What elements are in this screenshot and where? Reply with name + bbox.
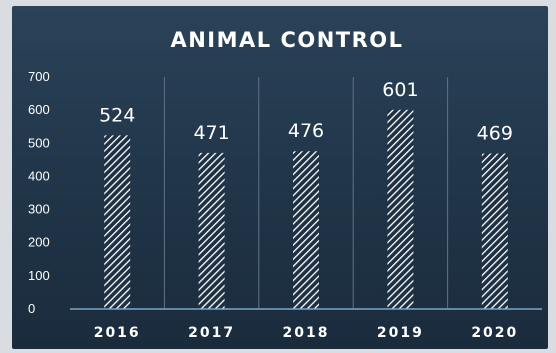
x-tick-label-2019: 2019 (377, 325, 424, 341)
y-tick-label: 0 (28, 301, 35, 316)
data-label-2020: 469 (477, 123, 513, 145)
y-tick-label: 700 (28, 69, 50, 84)
y-tick-label: 500 (28, 135, 50, 150)
bar-2020 (481, 153, 508, 309)
y-tick-label: 600 (28, 102, 50, 117)
y-tick-label: 300 (28, 202, 50, 217)
y-tick-label: 100 (28, 268, 50, 283)
x-tick-label-2017: 2017 (188, 325, 235, 341)
data-labels: 524 471 476 601 469 (99, 79, 513, 145)
gridlines (163, 77, 449, 309)
bar-2019 (387, 109, 414, 309)
bar-2016 (104, 135, 131, 309)
chart-title: ANIMAL CONTROL (170, 28, 403, 52)
data-label-2017: 471 (193, 122, 229, 144)
x-axis: 2016 2017 2018 2019 2020 (70, 308, 542, 341)
y-axis: 0 100 200 300 400 500 600 700 (28, 69, 50, 316)
y-tick-label: 400 (28, 168, 50, 183)
x-tick-label-2018: 2018 (283, 325, 330, 341)
data-label-2019: 601 (382, 79, 418, 101)
x-tick-label-2016: 2016 (94, 325, 141, 341)
y-tick-label: 200 (28, 235, 50, 250)
x-tick-label-2020: 2020 (471, 325, 518, 341)
bars (104, 109, 508, 309)
data-label-2018: 476 (288, 120, 324, 142)
bar-2018 (293, 151, 319, 309)
chart-panel (12, 6, 548, 349)
bar-2017 (198, 152, 225, 309)
data-label-2016: 524 (99, 104, 135, 126)
